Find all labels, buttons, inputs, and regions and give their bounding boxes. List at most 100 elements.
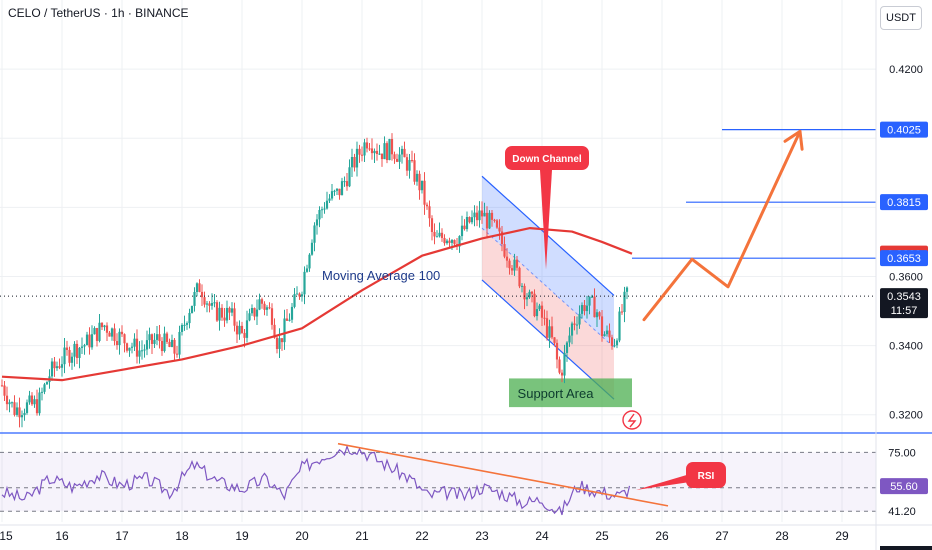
- candle-body: [571, 323, 573, 335]
- candle-body: [601, 316, 603, 336]
- rsi-tick-label: 75.00: [888, 447, 916, 459]
- candle-body: [541, 306, 543, 318]
- candle-body: [33, 399, 35, 404]
- candle-body: [408, 160, 410, 171]
- candle-body: [163, 334, 165, 352]
- candle-body: [211, 303, 213, 306]
- candle-body: [18, 407, 20, 417]
- candle-body: [356, 149, 358, 168]
- lightning-icon[interactable]: [623, 411, 641, 429]
- candle-body: [388, 139, 390, 160]
- candle-body: [116, 341, 118, 345]
- candle-body: [413, 160, 415, 181]
- candle-body: [263, 304, 265, 310]
- candle-body: [611, 337, 613, 346]
- candle-body: [148, 334, 150, 340]
- time-tick-label: 18: [175, 529, 189, 543]
- rsi-callout-label: RSI: [698, 471, 715, 482]
- candle-body: [126, 343, 128, 350]
- candle-body: [536, 309, 538, 316]
- candle-body: [38, 392, 40, 413]
- candle-body: [206, 303, 208, 304]
- time-axis-handle[interactable]: [880, 546, 932, 550]
- candle-body: [561, 373, 563, 376]
- candle-body: [293, 294, 295, 307]
- candle-body: [128, 348, 130, 351]
- candle-body: [283, 318, 285, 342]
- rsi-current-label: 55.60: [890, 481, 918, 493]
- time-tick-label: 27: [715, 529, 729, 543]
- candle-body: [616, 340, 618, 345]
- candle-body: [563, 353, 565, 376]
- candle-body: [328, 199, 330, 201]
- candle-body: [533, 294, 535, 316]
- candle-body: [186, 323, 188, 325]
- candle-body: [11, 402, 13, 403]
- candle-body: [546, 318, 548, 338]
- candle-body: [426, 205, 428, 207]
- candle-body: [221, 308, 223, 318]
- candle-body: [603, 334, 605, 336]
- price-pane[interactable]: Support Area Moving Average 100 Down Chann…: [0, 130, 876, 429]
- candle-body: [383, 143, 385, 159]
- candle-body: [503, 244, 505, 257]
- candle-body: [618, 312, 620, 341]
- candle-body: [548, 326, 550, 337]
- candle-body: [551, 326, 553, 337]
- candle-body: [181, 325, 183, 332]
- candle-body: [161, 341, 163, 351]
- candle-body: [208, 303, 210, 305]
- rsi-pane[interactable]: RSI: [0, 444, 876, 515]
- candle-body: [406, 157, 408, 171]
- candle-body: [558, 359, 560, 372]
- candle-body: [176, 354, 178, 355]
- candle-body: [451, 240, 453, 243]
- candle-body: [506, 257, 508, 261]
- candle-body: [301, 294, 303, 296]
- candle-body: [248, 313, 250, 320]
- candle-body: [436, 236, 438, 237]
- candle-body: [336, 189, 338, 191]
- candle-body: [141, 350, 143, 351]
- candle-body: [203, 297, 205, 304]
- candle-body: [306, 268, 308, 271]
- candle-body: [353, 157, 355, 167]
- price-badge-label: 0.3815: [887, 197, 921, 209]
- candle-body: [168, 342, 170, 347]
- candle-body: [363, 142, 365, 155]
- candle-body: [43, 384, 45, 392]
- candle-body: [93, 328, 95, 334]
- candle-body: [233, 308, 235, 325]
- price-tick-label: 0.3400: [889, 341, 923, 353]
- candle-body: [518, 268, 520, 287]
- rsi-tick-label: 41.20: [888, 506, 916, 518]
- candle-body: [143, 350, 145, 351]
- candle-body: [511, 268, 513, 270]
- candle-body: [608, 331, 610, 338]
- candle-body: [596, 312, 598, 317]
- time-tick-label: 22: [415, 529, 429, 543]
- candle-body: [508, 261, 510, 269]
- candle-body: [266, 307, 268, 310]
- candle-body: [361, 155, 363, 156]
- candle-body: [573, 323, 575, 324]
- candle-body: [443, 238, 445, 243]
- candle-body: [538, 306, 540, 309]
- candle-body: [226, 308, 228, 321]
- currency-button[interactable]: USDT: [880, 6, 922, 30]
- candle-body: [243, 333, 245, 338]
- candle-body: [481, 210, 483, 216]
- support-area-label: Support Area: [518, 386, 595, 401]
- candle-body: [321, 209, 323, 210]
- candle-body: [166, 334, 168, 342]
- candle-body: [86, 335, 88, 346]
- candle-body: [418, 174, 420, 190]
- candle-body: [23, 413, 25, 415]
- candle-body: [471, 217, 473, 222]
- candle-body: [196, 283, 198, 292]
- candle-body: [473, 213, 475, 218]
- candle-body: [271, 308, 273, 325]
- candle-body: [606, 331, 608, 335]
- candle-body: [91, 334, 93, 347]
